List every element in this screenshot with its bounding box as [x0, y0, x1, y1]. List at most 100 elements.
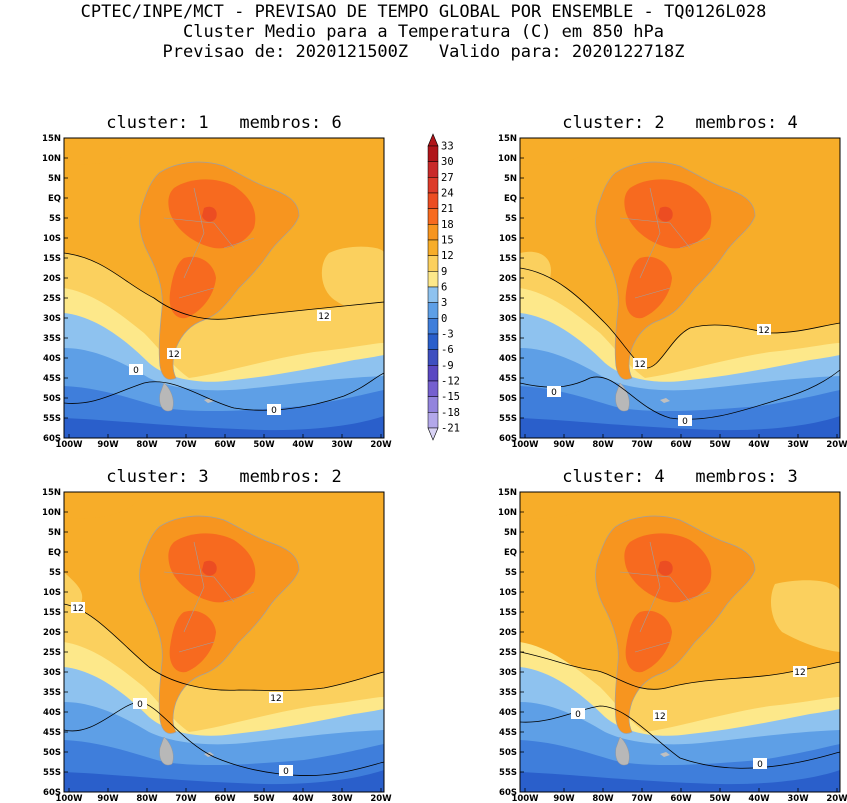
temperature-field — [520, 492, 840, 792]
longitude-tick-label: 30W — [331, 794, 353, 803]
longitude-tick-label: 40W — [748, 440, 770, 450]
latitude-tick-label: 55S — [43, 414, 61, 424]
contour-label: 12 — [757, 324, 771, 336]
longitude-tick-label: 50W — [253, 794, 275, 803]
south-america-landmass — [595, 161, 756, 412]
colorbar-level-label: -3 — [441, 329, 454, 341]
colorbar-level-label: 27 — [441, 172, 454, 184]
contour-label: 12 — [71, 602, 85, 614]
header-line-3: Previsao de: 2020121500Z Valido para: 20… — [162, 42, 685, 62]
colorbar-swatch — [427, 333, 439, 350]
longitude-tick-label: 40W — [748, 794, 770, 803]
map-frame — [63, 137, 385, 439]
latitude-tick-label: 45S — [43, 728, 61, 738]
longitude-tick-label: 40W — [292, 794, 314, 803]
longitude-tick-label: 60W — [670, 794, 692, 803]
colorbar-swatch — [427, 318, 439, 335]
svg-text:12: 12 — [654, 712, 665, 722]
latitude-tick-label: 60S — [43, 788, 61, 798]
longitude-tick-label: 90W — [97, 794, 119, 803]
cluster-4-title: cluster: 4 membros: 3 — [562, 467, 798, 487]
latitude-tick-label: 20S — [43, 628, 61, 638]
contour-label: 0 — [547, 386, 561, 398]
longitude-tick-label: 20W — [370, 440, 392, 450]
colorbar-swatch — [427, 412, 439, 429]
latitude-tick-label: 15N — [498, 134, 517, 144]
latitude-tick-label: 40S — [499, 708, 517, 718]
colorbar-swatch — [427, 271, 439, 288]
latitude-tick-label: 35S — [43, 688, 61, 698]
colorbar-swatch — [427, 224, 439, 241]
latitude-tick-label: 35S — [499, 334, 517, 344]
longitude-tick-label: 30W — [787, 794, 809, 803]
colorbar-swatch — [427, 145, 439, 162]
svg-text:12: 12 — [168, 350, 179, 360]
svg-text:0: 0 — [575, 710, 581, 720]
cluster-4-map: 12 12 0 0 15N 10N 5N EQ 5S 10S 15S 20S 25S 30S 35S 40S 4… — [498, 488, 847, 803]
map-frame — [63, 491, 385, 793]
colorbar-swatch — [427, 286, 439, 303]
longitude-tick-label: 70W — [175, 440, 197, 450]
colorbar-level-label: 15 — [441, 235, 454, 247]
contour-label: 12 — [269, 692, 283, 704]
colorbar-level-label: -21 — [441, 423, 460, 435]
latitude-tick-label: 30S — [499, 314, 517, 324]
colorbar-swatch — [427, 255, 439, 272]
latitude-tick-label: 40S — [43, 354, 61, 364]
colorbar-swatch — [427, 396, 439, 413]
contour-label: 0 — [129, 364, 143, 376]
svg-text:0: 0 — [551, 388, 557, 398]
latitude-tick-label: 5N — [48, 174, 61, 184]
colorbar-level-label: 0 — [441, 313, 447, 325]
svg-text:0: 0 — [283, 767, 289, 777]
colorbar-level-label: 12 — [441, 250, 454, 262]
latitude-tick-label: 40S — [499, 354, 517, 364]
svg-text:0: 0 — [133, 366, 139, 376]
longitude-tick-label: 100W — [511, 794, 539, 803]
colorbar-level-label: -12 — [441, 376, 460, 388]
contour-label: 12 — [317, 310, 331, 322]
longitude-tick-label: 70W — [631, 440, 653, 450]
latitude-tick-label: 15N — [42, 488, 61, 498]
latitude-tick-label: 5S — [505, 214, 517, 224]
longitude-tick-label: 50W — [709, 794, 731, 803]
latitude-tick-label: 10S — [43, 588, 61, 598]
longitude-tick-label: 20W — [826, 794, 847, 803]
svg-text:12: 12 — [270, 694, 281, 704]
longitude-tick-label: 20W — [370, 794, 392, 803]
cluster-3-title: cluster: 3 membros: 2 — [106, 467, 342, 487]
cluster-2-title: cluster: 2 membros: 4 — [562, 113, 798, 133]
latitude-tick-label: 30S — [43, 668, 61, 678]
latitude-tick-label: 10S — [499, 588, 517, 598]
longitude-tick-label: 90W — [97, 440, 119, 450]
contour-label: 0 — [753, 758, 767, 770]
contour-0 — [63, 372, 385, 411]
cluster-3-map: 12 12 0 0 15N 10N 5N EQ 5S 10S 15S 20S 25S 30S 35S 40S 4… — [42, 488, 392, 803]
latitude-tick-label: 60S — [499, 788, 517, 798]
latitude-tick-label: 10S — [499, 234, 517, 244]
colorbar-swatch — [427, 161, 439, 178]
colorbar-level-label: 9 — [441, 266, 447, 278]
latitude-tick-label: 55S — [499, 414, 517, 424]
longitude-tick-label: 80W — [592, 440, 614, 450]
latitude-tick-label: 25S — [499, 294, 517, 304]
colorbar-swatch — [427, 208, 439, 225]
colorbar-swatch — [427, 365, 439, 382]
colorbar-swatch — [427, 349, 439, 366]
colorbar-bottom-arrow — [427, 427, 439, 441]
latitude-tick-label: 30S — [499, 668, 517, 678]
colorbar-swatch — [427, 380, 439, 397]
contour-label: 12 — [167, 348, 181, 360]
colorbar-swatch — [427, 177, 439, 194]
longitude-tick-label: 60W — [670, 440, 692, 450]
contour-0 — [519, 369, 841, 420]
latitude-tick-label: 55S — [499, 768, 517, 778]
cluster-2-map: 12 12 0 0 15N 10N 5N EQ 5S 10S 15S 20S 25S 30S 35S 40S 4… — [498, 134, 847, 450]
header-line-2: Cluster Medio para a Temperatura (C) em … — [182, 22, 665, 42]
latitude-tick-label: 50S — [499, 394, 517, 404]
latitude-tick-label: 25S — [499, 648, 517, 658]
header-line-1: CPTEC/INPE/MCT - PREVISAO DE TEMPO GLOBA… — [80, 2, 767, 22]
colorbar-top-arrow — [427, 133, 439, 147]
latitude-tick-label: 15S — [43, 608, 61, 618]
south-america-landmass — [139, 515, 300, 766]
